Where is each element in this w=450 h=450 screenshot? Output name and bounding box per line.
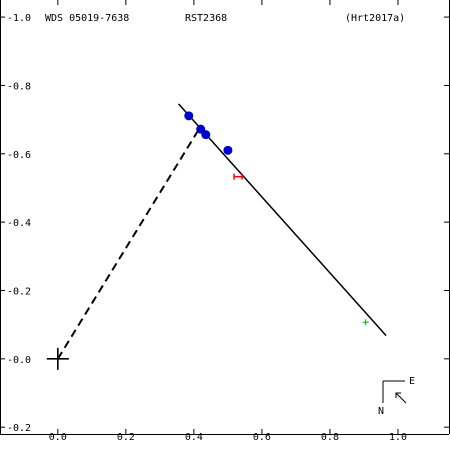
- plot-frame: [0, 0, 450, 435]
- compass-north-label: N: [378, 406, 384, 417]
- header-left: WDS 05019-7638: [45, 13, 129, 24]
- y-tick-label: -0.6: [7, 150, 31, 161]
- x-tick-label: 0.6: [253, 432, 271, 443]
- x-tick-label: 0.2: [117, 432, 135, 443]
- x-tick-label: 0.0: [49, 432, 67, 443]
- x-tick-label: 0.8: [321, 432, 339, 443]
- header-center: RST2368: [185, 13, 227, 24]
- observation-point: [223, 145, 233, 155]
- orbit-lines: [56, 103, 387, 360]
- y-tick-label: -0.2: [7, 423, 31, 434]
- observation-point: [184, 111, 194, 121]
- compass: E N: [378, 376, 415, 417]
- x-tick-label: 1.0: [389, 432, 407, 443]
- observation-point: [201, 130, 211, 140]
- y-tick-label: -0.0: [7, 355, 31, 366]
- compass-arrow-head: [395, 392, 401, 398]
- y-tick-label: -0.8: [7, 81, 31, 92]
- axis-ticks: [0, 0, 449, 434]
- data-points: [46, 111, 369, 370]
- orbit-fit-line: [178, 103, 387, 337]
- x-tick-label: 0.4: [185, 432, 203, 443]
- periastron-dashed-line: [56, 131, 199, 360]
- compass-east-label: E: [409, 376, 415, 387]
- y-tick-label: -0.4: [7, 218, 31, 229]
- y-tick-label: -0.2: [7, 286, 31, 297]
- y-tick-label: -1.0: [7, 13, 31, 24]
- header-right: (Hrt2017a): [345, 13, 405, 24]
- compass-direction-arrow: [395, 392, 407, 404]
- tick-labels: 0.0 0.2 0.4 0.6 0.8 1.0 -0.2 -0.0 -0.2 -0.4 -0.6 -0…: [7, 13, 407, 443]
